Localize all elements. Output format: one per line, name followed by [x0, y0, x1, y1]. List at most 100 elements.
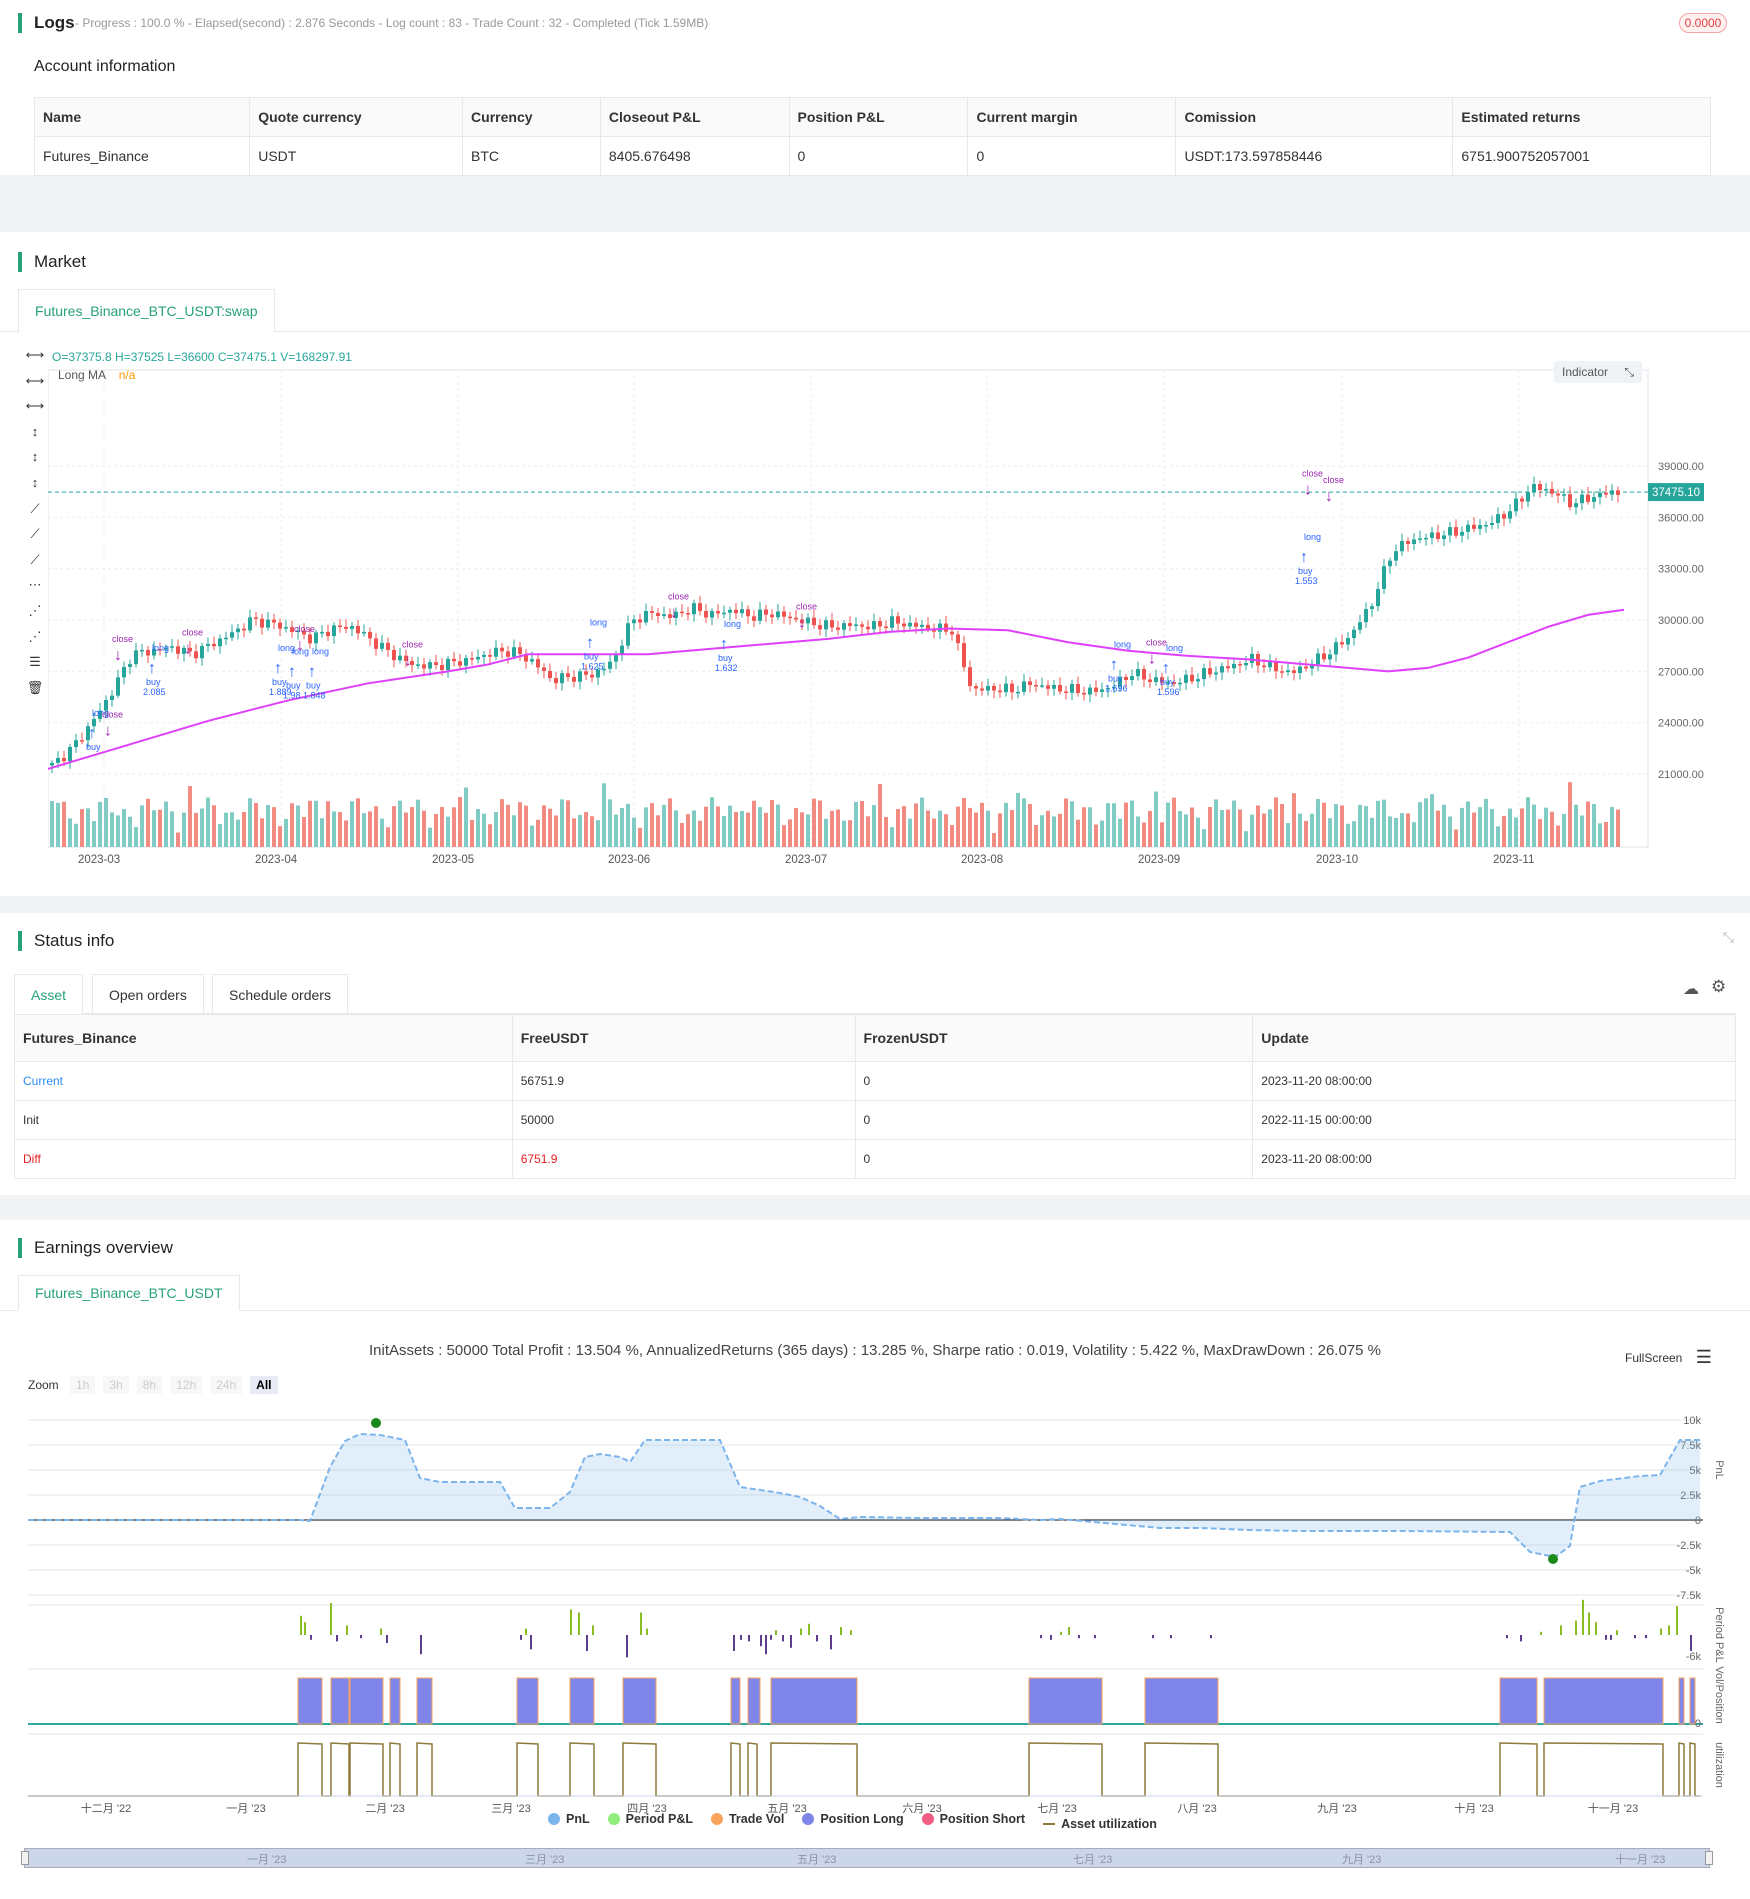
navigator[interactable]: 一月 '23 三月 '23 五月 '23 七月 '23 九月 '23 十一月 '23: [21, 1848, 1713, 1868]
tab-asset[interactable]: Asset: [14, 974, 84, 1016]
candle-body: [686, 613, 690, 615]
volume-bar: [704, 806, 708, 847]
period-pnl-bar: [748, 1635, 750, 1642]
volume-bar: [740, 811, 744, 847]
navigator-handle-right[interactable]: [1705, 1851, 1713, 1865]
candle-body: [1166, 681, 1170, 684]
volume-bar: [386, 827, 390, 847]
candle-body: [500, 647, 504, 652]
candle-body: [1220, 666, 1224, 673]
volume-bar: [950, 825, 954, 847]
candle-body: [338, 625, 342, 627]
trash-icon[interactable]: 🗑: [26, 679, 44, 695]
volume-bar: [80, 809, 84, 847]
fullscreen-label: FullScreen: [1625, 1351, 1683, 1365]
volume-bar: [626, 803, 630, 847]
fib-levels-icon[interactable]: ☰: [29, 654, 41, 670]
cloud-download-icon[interactable]: ☁: [1683, 981, 1699, 998]
zoom-24h[interactable]: 24h: [210, 1376, 243, 1394]
candle-body: [848, 623, 852, 627]
candle-body: [356, 625, 360, 634]
horizontal-segment-icon[interactable]: ⟷: [25, 398, 45, 414]
volume-bar: [866, 816, 870, 847]
close-arrow-icon: ↓: [798, 615, 806, 632]
pitchfork-icon[interactable]: ⋰: [28, 628, 42, 644]
candle-body: [1538, 484, 1542, 491]
navigator-handle-left[interactable]: [21, 1851, 29, 1865]
volume-bar: [302, 817, 306, 847]
candle-body: [1280, 671, 1284, 673]
legend-item[interactable]: PnL: [548, 1812, 590, 1826]
menu-icon[interactable]: ☰: [1695, 1347, 1712, 1367]
ray-icon[interactable]: ⟋: [30, 526, 40, 542]
volume-bar: [722, 815, 726, 847]
tab-open-orders[interactable]: Open orders: [92, 974, 204, 1016]
x-tick-label: 2023-06: [608, 854, 650, 866]
legend-item[interactable]: Position Long: [802, 1812, 904, 1826]
earnings-chart[interactable]: 10k 7.5k 5k 2.5k 0 -2.5k -5k -7.5k -6k 0 十二月 '22 一月…: [0, 1400, 1750, 1860]
legend-item[interactable]: Period P&L: [607, 1812, 693, 1826]
parallel-channel-icon[interactable]: ⋰: [28, 602, 42, 618]
candlestick-chart[interactable]: 39000.00 36000.00 33000.00 30000.00 27000.00…: [48, 340, 1748, 900]
indicator-button[interactable]: Indicator ⤡: [1554, 361, 1642, 383]
zoom-12h[interactable]: 12h: [170, 1376, 203, 1394]
y-tick-label: 39000.00: [1658, 461, 1704, 473]
candle-body: [1196, 679, 1200, 682]
market-title: Market: [18, 252, 86, 272]
volume-bar: [266, 805, 270, 847]
min-marker: [1548, 1554, 1558, 1564]
legend-item[interactable]: Trade Vol: [710, 1812, 784, 1826]
earnings-tab[interactable]: Futures_Binance_BTC_USDT: [18, 1275, 240, 1311]
volume-bar: [92, 821, 96, 847]
zoom-1h[interactable]: 1h: [70, 1376, 96, 1394]
asset-cell: 2023-11-20 08:00:00: [1252, 1061, 1736, 1101]
candle-body: [584, 671, 588, 675]
volume-bar: [566, 800, 570, 847]
market-tab[interactable]: Futures_Binance_BTC_USDT:swap: [18, 289, 275, 333]
vertical-line-icon[interactable]: ↕: [31, 423, 39, 439]
horizontal-line-icon[interactable]: ⟷: [25, 347, 45, 362]
candle-body: [758, 609, 762, 621]
volume-bar: [1412, 822, 1416, 847]
candle-body: [194, 651, 198, 659]
candle-body: [158, 648, 162, 651]
vertical-ray-icon[interactable]: ↕: [31, 449, 39, 465]
long-marker-label: long: [1304, 532, 1321, 542]
buy-marker-label: buy: [584, 651, 599, 661]
volume-bar: [518, 802, 522, 847]
volume-bar: [1250, 814, 1254, 847]
period-pnl-bar: [840, 1627, 842, 1635]
collapse-icon[interactable]: ⤡: [1722, 929, 1734, 945]
period-pnl-bar: [1560, 1625, 1562, 1635]
settings-icon[interactable]: ⚙: [1711, 977, 1727, 996]
candle-body: [572, 677, 576, 682]
volume-bar: [1160, 822, 1164, 847]
volume-bar: [1130, 800, 1134, 847]
asset-cell: 56751.9: [511, 1061, 856, 1101]
legend-item[interactable]: Asset utilization: [1043, 1817, 1157, 1831]
zoom-3h[interactable]: 3h: [103, 1376, 129, 1394]
fullscreen-button[interactable]: FullScreen ☰: [1625, 1346, 1712, 1367]
volume-bar: [578, 814, 582, 847]
candle-body: [1094, 687, 1098, 692]
segment-icon[interactable]: ⟋: [30, 551, 40, 567]
candle-body: [1466, 524, 1470, 532]
legend-item[interactable]: Position Short: [921, 1812, 1025, 1826]
zoom-8h[interactable]: 8h: [136, 1376, 163, 1394]
tab-schedule-orders[interactable]: Schedule orders: [212, 974, 348, 1016]
logs-badge[interactable]: 0.0000: [1679, 13, 1727, 33]
candle-body: [1208, 668, 1212, 675]
vertical-segment-icon[interactable]: ↕: [31, 474, 39, 490]
legend-label: Period P&L: [625, 1812, 693, 1826]
earnings-x-tick-label: 六月 '23: [902, 1802, 941, 1815]
price-range-icon[interactable]: ⋯: [28, 577, 42, 593]
horizontal-ray-icon[interactable]: ⟷: [25, 372, 45, 388]
volume-bar: [692, 810, 696, 847]
candle-body: [104, 700, 108, 711]
position-long-block: [1543, 1677, 1664, 1725]
zoom-All[interactable]: All: [250, 1376, 278, 1394]
volume-bar: [698, 820, 702, 847]
candle-body: [1346, 638, 1350, 645]
volume-bar: [752, 800, 756, 847]
trend-line-icon[interactable]: ⟋: [30, 500, 40, 516]
